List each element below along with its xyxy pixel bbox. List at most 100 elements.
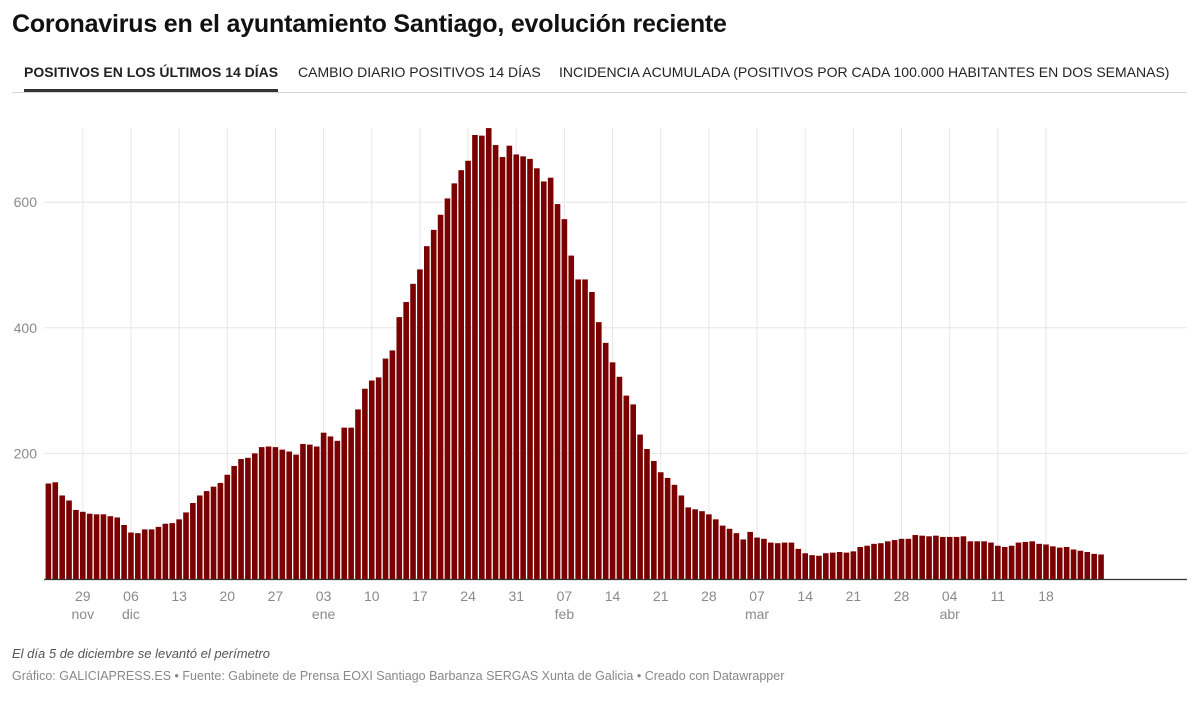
bar[interactable] [740,539,747,579]
bar[interactable] [1084,552,1091,579]
bar[interactable] [492,145,499,580]
bar[interactable] [190,503,196,579]
bar[interactable] [313,446,320,579]
bar[interactable] [272,447,279,579]
bar[interactable] [946,536,953,579]
bar[interactable] [575,279,581,579]
bar[interactable] [135,533,141,579]
bar[interactable] [596,322,602,579]
bar[interactable] [829,552,836,579]
bar[interactable] [410,283,416,579]
tab-positivos-14-dias[interactable]: POSITIVOS EN LOS ÚLTIMOS 14 DÍAS [24,64,279,92]
bar[interactable] [355,409,361,579]
bar[interactable] [245,457,251,579]
bar[interactable] [733,533,740,579]
bar[interactable] [823,553,829,579]
bar[interactable] [1001,546,1008,579]
bar[interactable] [1029,541,1036,579]
bar[interactable] [1022,541,1029,579]
bar[interactable] [320,432,327,579]
bar[interactable] [52,482,59,579]
bar[interactable] [953,536,960,579]
bar[interactable] [169,523,176,579]
bar[interactable] [458,170,464,580]
bar[interactable] [905,538,912,579]
bar[interactable] [217,482,224,579]
bar[interactable] [196,495,203,579]
bar[interactable] [348,427,354,579]
bar[interactable] [589,292,595,579]
bar[interactable] [678,495,685,579]
bar[interactable] [795,548,802,579]
bar[interactable] [699,511,705,579]
bar[interactable] [816,555,822,579]
bar[interactable] [341,427,348,579]
bar[interactable] [389,350,396,579]
bar[interactable] [547,177,554,579]
bar[interactable] [843,552,850,579]
bar[interactable] [506,145,513,579]
bar[interactable] [59,495,65,579]
bar[interactable] [437,214,444,579]
bar[interactable] [430,229,437,579]
bar[interactable] [258,447,265,579]
bar[interactable] [114,517,120,579]
bar[interactable] [864,545,870,579]
bar[interactable] [141,529,148,579]
bar[interactable] [327,436,334,579]
bar[interactable] [706,514,712,579]
bar[interactable] [444,198,451,579]
tab-incidencia-acumulada[interactable]: INCIDENCIA ACUMULADA (POSITIVOS POR CADA… [559,64,1170,80]
bar[interactable] [685,507,692,579]
bar[interactable] [1043,544,1049,579]
bar[interactable] [1015,542,1022,579]
bar[interactable] [657,472,664,579]
bar[interactable] [974,541,980,579]
bar[interactable] [100,514,107,579]
bar[interactable] [183,512,189,579]
bar[interactable] [726,528,733,579]
bar[interactable] [857,546,864,579]
bar[interactable] [1077,550,1084,579]
bar[interactable] [224,474,231,579]
bar[interactable] [451,183,458,580]
bar[interactable] [561,219,568,579]
bar[interactable] [293,454,299,579]
bar[interactable] [637,434,643,579]
bar[interactable] [781,542,788,579]
bar[interactable] [148,529,155,579]
bar[interactable] [809,555,815,579]
bar[interactable] [73,509,79,579]
bar[interactable] [417,269,423,579]
bar[interactable] [80,511,86,579]
bar[interactable] [107,516,114,579]
bar[interactable] [1036,543,1042,579]
bar[interactable] [692,509,698,579]
bar[interactable] [884,541,891,579]
bar[interactable] [995,545,1001,579]
bar[interactable] [891,540,898,579]
bar[interactable] [513,154,520,579]
bar[interactable] [334,440,341,579]
bar[interactable] [86,513,93,579]
bar[interactable] [644,449,650,579]
bar[interactable] [203,491,210,579]
bar[interactable] [362,388,368,579]
bar[interactable] [719,525,726,579]
bar[interactable] [396,317,403,579]
bar[interactable] [761,538,767,579]
bar[interactable] [368,380,375,579]
bar[interactable] [1050,546,1056,579]
bar[interactable] [1056,547,1063,579]
bar[interactable] [424,246,430,579]
bar[interactable] [1008,545,1015,579]
bar[interactable] [981,541,987,579]
bar[interactable] [1098,554,1104,579]
bar[interactable] [871,543,877,579]
bar[interactable] [279,449,286,579]
bar[interactable] [919,535,925,579]
bar[interactable] [967,541,974,579]
bar[interactable] [651,460,657,579]
bar[interactable] [162,523,169,579]
bar[interactable] [554,204,561,579]
